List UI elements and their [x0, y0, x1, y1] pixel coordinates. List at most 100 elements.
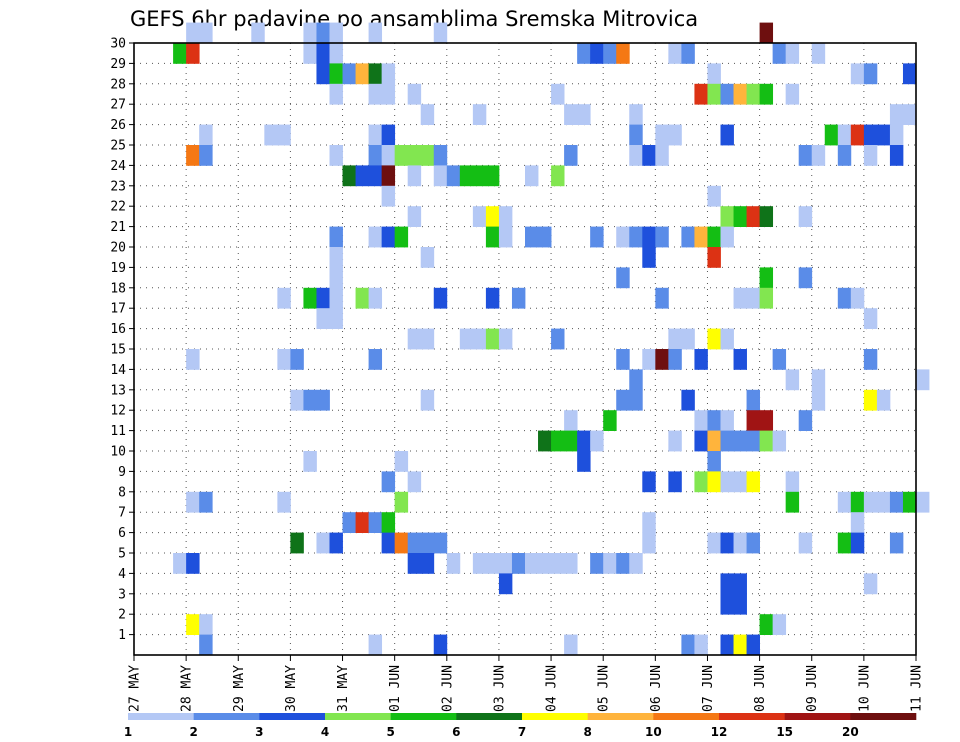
colorbar-label: 3: [255, 725, 263, 739]
precip-cell: [720, 634, 734, 656]
precip-cell: [433, 165, 448, 187]
precip-cell: [173, 43, 187, 64]
precip-cell: [850, 124, 865, 146]
precip-cell: [629, 389, 643, 411]
precip-cell: [668, 43, 682, 64]
y-tick-label: 23: [110, 179, 126, 194]
precip-cell: [407, 83, 422, 105]
precip-cell: [694, 471, 708, 493]
precip-cell: [629, 104, 643, 125]
precip-cell: [564, 410, 578, 431]
precip-cell: [785, 471, 800, 493]
precip-cell: [303, 389, 317, 411]
precip-cell: [329, 287, 343, 309]
colorbar-label: 1: [124, 725, 132, 739]
precip-cell: [420, 104, 435, 125]
precip-cell: [733, 349, 747, 370]
precip-cell: [381, 471, 396, 493]
precip-cell: [798, 206, 813, 227]
precip-cell: [733, 634, 747, 656]
precip-cell: [876, 124, 891, 146]
precip-cell: [459, 328, 474, 350]
precip-cell: [811, 369, 826, 391]
precip-cell: [863, 63, 878, 85]
precip-cell: [655, 145, 669, 166]
x-axis-ticks: 27 MAY 28 MAY 29 MAY 30 MAY 31 MAY 01 JUN 02 J…: [128, 655, 925, 712]
precip-cell: [381, 124, 396, 146]
precip-cell: [342, 512, 356, 533]
colorbar-swatch: [719, 713, 785, 720]
precip-cell: [538, 553, 552, 574]
precip-cell: [368, 349, 383, 370]
precip-cell: [616, 267, 630, 289]
colorbar-label: 15: [776, 725, 793, 739]
precip-cell: [368, 145, 383, 166]
precip-cell: [759, 614, 774, 635]
precip-cell: [564, 553, 578, 574]
precip-cell: [303, 43, 317, 64]
precip-cell: [707, 430, 721, 452]
precip-cell: [655, 124, 669, 146]
precip-cell: [616, 226, 630, 248]
precip-cell: [498, 206, 513, 227]
precip-cell: [720, 226, 734, 248]
precip-cell: [707, 328, 721, 350]
precip-cell: [837, 532, 852, 554]
precip-cell: [746, 287, 760, 309]
precip-cell: [316, 287, 330, 309]
x-tick-label: 02 JUN: [440, 665, 455, 712]
x-tick-label: 03 JUN: [492, 665, 507, 712]
precip-cell: [629, 553, 643, 574]
precip-cell: [551, 83, 565, 105]
colorbar-swatch: [128, 713, 194, 720]
precip-cell: [485, 287, 500, 309]
precip-cell: [407, 532, 422, 554]
x-tick-label: 04 JUN: [545, 665, 560, 712]
precip-cell: [538, 226, 552, 248]
precip-cell: [186, 349, 200, 370]
precip-cell: [629, 145, 643, 166]
precip-cell: [420, 145, 435, 166]
precip-cell: [186, 553, 200, 574]
precip-cell: [733, 287, 747, 309]
precip-cell: [186, 43, 200, 64]
precip-cell: [603, 410, 617, 431]
precip-cell: [525, 165, 539, 187]
precip-cell: [173, 553, 187, 574]
precip-cell: [694, 349, 708, 370]
colorbar-swatch: [456, 713, 523, 720]
precip-cell: [746, 471, 760, 493]
precip-cell: [642, 247, 656, 268]
precip-cell: [629, 124, 643, 146]
precip-cell: [668, 124, 682, 146]
precip-cell: [707, 410, 721, 431]
precip-cell: [564, 430, 578, 452]
precip-cell: [746, 206, 760, 227]
precip-cell: [863, 573, 878, 595]
precip-cell: [876, 491, 891, 513]
precip-cell: [681, 389, 695, 411]
precip-cell: [485, 165, 500, 187]
precip-cell: [264, 124, 278, 146]
precip-cell: [642, 226, 656, 248]
precip-cell: [668, 430, 682, 452]
precip-cell: [694, 83, 708, 105]
precip-cell: [616, 349, 630, 370]
precip-cell: [407, 328, 422, 350]
precip-cell: [642, 532, 656, 554]
precip-cell: [863, 124, 878, 146]
precip-cell: [707, 532, 721, 554]
precip-cell: [681, 634, 695, 656]
precip-cell: [733, 83, 747, 105]
precip-cell: [707, 63, 721, 85]
colorbar-swatch: [522, 713, 588, 720]
precip-cell: [902, 104, 917, 125]
precip-cell: [746, 389, 760, 411]
x-tick-label: 09 JUN: [805, 665, 820, 712]
x-tick-label: 11 JUN: [910, 665, 925, 712]
precip-cell: [199, 634, 213, 656]
precip-cell: [498, 573, 513, 595]
precip-cell: [902, 63, 917, 85]
precip-cell: [446, 165, 461, 187]
precip-cell: [329, 83, 343, 105]
